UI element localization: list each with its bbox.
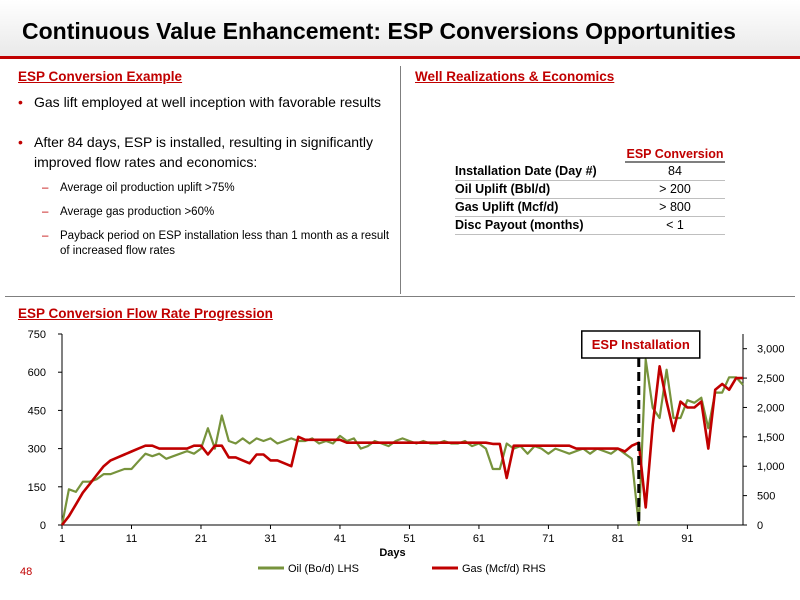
economics-table: ESP Conversion Installation Date (Day #)… bbox=[455, 146, 725, 235]
x-tick-label: 21 bbox=[195, 533, 207, 545]
gas-series-line bbox=[60, 364, 743, 526]
horizontal-divider bbox=[5, 296, 795, 297]
right-tick-label: 1,500 bbox=[757, 432, 785, 444]
bullet-item: • Gas lift employed at well inception wi… bbox=[18, 92, 393, 112]
esp-installation-box bbox=[581, 330, 701, 359]
table-column-header: ESP Conversion bbox=[625, 146, 725, 163]
left-tick-label: 750 bbox=[28, 329, 46, 341]
bullet-list: • Gas lift employed at well inception wi… bbox=[18, 92, 393, 259]
right-tick-label: 3,000 bbox=[757, 344, 785, 356]
dash-marker-icon: – bbox=[42, 182, 49, 194]
table-row-label: Oil Uplift (Bbl/d) bbox=[455, 180, 625, 199]
table-row: Oil Uplift (Bbl/d) > 200 bbox=[455, 180, 725, 199]
chart-legend: Oil (Bo/d) LHS Gas (Mcf/d) RHS bbox=[258, 563, 546, 575]
bullet-text: Gas lift employed at well inception with… bbox=[34, 94, 382, 110]
sub-bullet-item: – Average gas production >60% bbox=[18, 205, 393, 220]
left-tick-label: 300 bbox=[28, 444, 46, 456]
chart-ticks: 0 150 300 450 600 750 0 500 1,000 1,500 2,000 2,500… bbox=[28, 329, 785, 559]
sub-bullet-text: Average oil production uplift >75% bbox=[60, 182, 235, 194]
sub-bullet-text: Average gas production >60% bbox=[60, 206, 215, 218]
x-tick-label: 81 bbox=[612, 533, 624, 545]
table-row-label: Installation Date (Day #) bbox=[455, 162, 625, 181]
chart-heading: ESP Conversion Flow Rate Progression bbox=[18, 306, 273, 321]
table-row-label: Disc Payout (months) bbox=[455, 216, 625, 235]
sub-bullet-text: Payback period on ESP installation less … bbox=[60, 230, 390, 257]
page-number: 48 bbox=[20, 566, 33, 578]
flow-rate-chart: 0 150 300 450 600 750 0 500 1,000 1,500 2,000 2,500… bbox=[28, 329, 785, 575]
left-tick-label: 0 bbox=[40, 520, 46, 532]
oil-series-line bbox=[60, 358, 744, 527]
right-tick-label: 2,500 bbox=[757, 373, 785, 385]
bullet-marker-icon: • bbox=[18, 134, 23, 150]
table-header-empty bbox=[455, 146, 625, 162]
sub-bullet-item: – Average oil production uplift >75% bbox=[18, 181, 393, 196]
title-bar bbox=[0, 0, 800, 56]
right-tick-label: 2,000 bbox=[757, 402, 785, 414]
chart-axes bbox=[61, 334, 744, 526]
chart-lines bbox=[60, 358, 744, 527]
left-tick-label: 150 bbox=[28, 482, 46, 494]
chart-annotation: ESP Installation bbox=[581, 330, 701, 525]
page-title: Continuous Value Enhancement: ESP Conver… bbox=[22, 18, 736, 44]
legend-label: Gas (Mcf/d) RHS bbox=[462, 563, 546, 575]
x-tick-label: 51 bbox=[403, 533, 415, 545]
dash-marker-icon: – bbox=[42, 230, 49, 242]
table-row-value: > 200 bbox=[625, 180, 725, 199]
right-tick-label: 1,000 bbox=[757, 461, 785, 473]
x-tick-label: 71 bbox=[542, 533, 554, 545]
bullet-marker-icon: • bbox=[18, 94, 23, 110]
right-tick-label: 500 bbox=[757, 491, 775, 503]
bullet-text: After 84 days, ESP is installed, resulti… bbox=[34, 134, 374, 170]
dash-marker-icon: – bbox=[42, 206, 49, 218]
table-row-value: > 800 bbox=[625, 198, 725, 217]
legend-label: Oil (Bo/d) LHS bbox=[288, 563, 359, 575]
table-row: Installation Date (Day #) 84 bbox=[455, 162, 725, 181]
bullet-item: • After 84 days, ESP is installed, resul… bbox=[18, 132, 393, 172]
table-row-value: 84 bbox=[625, 162, 725, 181]
table-row-label: Gas Uplift (Mcf/d) bbox=[455, 198, 625, 217]
table-row: Disc Payout (months) < 1 bbox=[455, 216, 725, 235]
vertical-divider bbox=[400, 66, 401, 294]
table-row-value: < 1 bbox=[625, 216, 725, 235]
table-row: Gas Uplift (Mcf/d) > 800 bbox=[455, 198, 725, 217]
x-tick-label: 41 bbox=[334, 533, 346, 545]
sub-bullet-item: – Payback period on ESP installation les… bbox=[18, 229, 393, 259]
left-section-heading: ESP Conversion Example bbox=[18, 69, 183, 84]
x-tick-label: 1 bbox=[59, 533, 65, 545]
left-tick-label: 450 bbox=[28, 405, 46, 417]
x-tick-label: 91 bbox=[681, 533, 693, 545]
x-tick-label: 11 bbox=[126, 533, 137, 545]
left-tick-label: 600 bbox=[28, 367, 46, 379]
right-section-heading: Well Realizations & Economics bbox=[415, 69, 615, 84]
x-tick-label: 61 bbox=[473, 533, 485, 545]
x-tick-label: 31 bbox=[264, 533, 276, 545]
right-tick-label: 0 bbox=[757, 520, 763, 532]
x-axis-title: Days bbox=[379, 547, 405, 559]
esp-installation-label: ESP Installation bbox=[592, 337, 690, 352]
title-underline bbox=[0, 56, 800, 59]
